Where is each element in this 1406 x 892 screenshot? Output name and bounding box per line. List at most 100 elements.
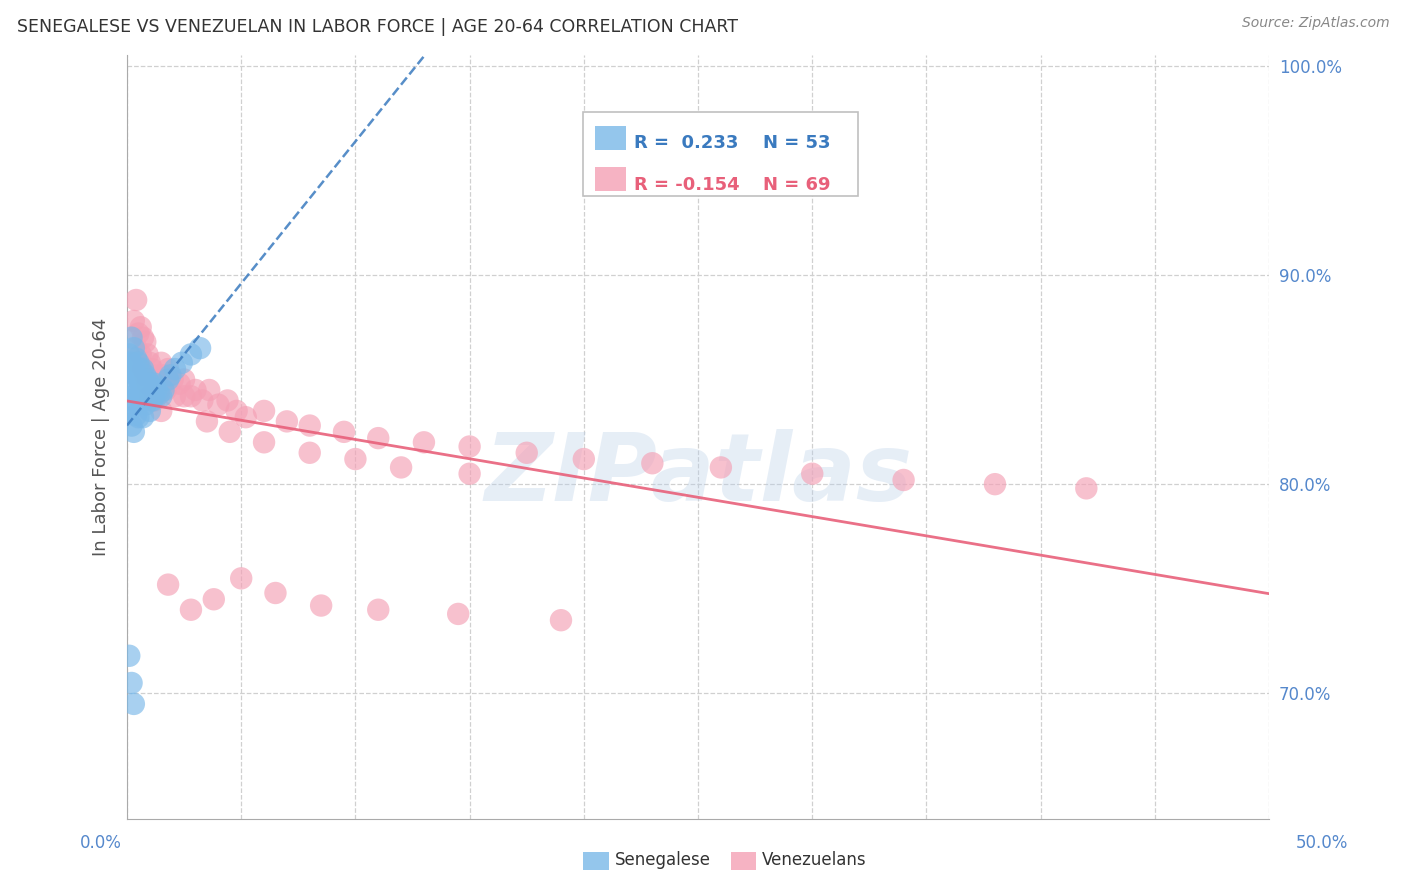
Point [145, 376, 167, 391]
Point [148, 387, 170, 401]
Point [132, 393, 155, 408]
Point [298, 418, 321, 433]
Point [180, 603, 202, 617]
Point [169, 376, 191, 391]
Point [276, 414, 298, 428]
Point [893, 473, 915, 487]
Point [447, 607, 470, 621]
Point [127, 356, 149, 370]
Point [134, 368, 156, 383]
Text: Venezuelans: Venezuelans [762, 851, 866, 869]
Point [129, 320, 152, 334]
Point [710, 460, 733, 475]
Point [253, 404, 276, 418]
Point [118, 648, 141, 663]
Point [264, 586, 287, 600]
Point [125, 387, 148, 401]
Point [180, 389, 202, 403]
Point [134, 398, 156, 412]
Point [141, 362, 163, 376]
Point [118, 383, 141, 397]
Point [550, 613, 572, 627]
Point [136, 372, 159, 386]
Point [572, 452, 595, 467]
Text: ZIPatlas: ZIPatlas [484, 429, 912, 521]
Point [198, 383, 221, 397]
Point [136, 376, 159, 391]
Point [202, 592, 225, 607]
Point [132, 376, 155, 391]
Point [162, 372, 184, 386]
Point [139, 376, 162, 391]
Text: N = 53: N = 53 [763, 134, 831, 152]
Point [122, 341, 145, 355]
Point [136, 389, 159, 403]
Point [253, 435, 276, 450]
Point [1076, 481, 1098, 495]
Point [129, 362, 152, 376]
Point [143, 368, 166, 383]
Point [132, 331, 155, 345]
Point [127, 410, 149, 425]
Point [136, 347, 159, 361]
Point [984, 477, 1007, 491]
Point [157, 372, 180, 386]
Point [122, 362, 145, 376]
Point [458, 440, 481, 454]
Point [309, 599, 332, 613]
Point [184, 383, 207, 397]
Point [125, 293, 148, 307]
Point [367, 603, 389, 617]
Point [121, 418, 143, 433]
Point [458, 467, 481, 481]
Point [139, 389, 162, 403]
Point [129, 347, 152, 361]
Point [191, 393, 214, 408]
Point [139, 356, 162, 370]
Text: 50.0%: 50.0% [1295, 834, 1348, 852]
Point [170, 356, 193, 370]
Point [157, 362, 180, 376]
Point [157, 577, 180, 591]
Point [344, 452, 367, 467]
Point [173, 372, 195, 386]
Point [122, 697, 145, 711]
Point [127, 389, 149, 403]
Point [155, 383, 177, 397]
Point [121, 356, 143, 370]
Point [150, 356, 173, 370]
Point [139, 404, 162, 418]
Point [173, 389, 195, 403]
Point [129, 393, 152, 408]
Point [389, 460, 412, 475]
Point [298, 446, 321, 460]
Point [163, 362, 186, 376]
Point [129, 376, 152, 391]
Point [152, 383, 174, 397]
Text: R =  0.233: R = 0.233 [634, 134, 738, 152]
Point [163, 389, 186, 403]
Point [127, 372, 149, 386]
Y-axis label: In Labor Force | Age 20-64: In Labor Force | Age 20-64 [93, 318, 110, 557]
Point [134, 334, 156, 349]
Point [121, 676, 143, 690]
Point [159, 368, 181, 383]
Point [413, 435, 436, 450]
Point [125, 341, 148, 355]
Point [152, 368, 174, 383]
Point [143, 389, 166, 403]
Text: R = -0.154: R = -0.154 [634, 176, 740, 194]
Point [143, 376, 166, 391]
Text: SENEGALESE VS VENEZUELAN IN LABOR FORCE | AGE 20-64 CORRELATION CHART: SENEGALESE VS VENEZUELAN IN LABOR FORCE … [17, 18, 738, 36]
Point [132, 362, 155, 376]
Point [125, 408, 148, 422]
Point [118, 362, 141, 376]
Point [225, 404, 247, 418]
Point [118, 347, 141, 361]
Point [235, 410, 257, 425]
Point [217, 393, 239, 408]
Point [141, 381, 163, 395]
Point [150, 389, 173, 403]
Point [231, 571, 253, 585]
Point [148, 383, 170, 397]
